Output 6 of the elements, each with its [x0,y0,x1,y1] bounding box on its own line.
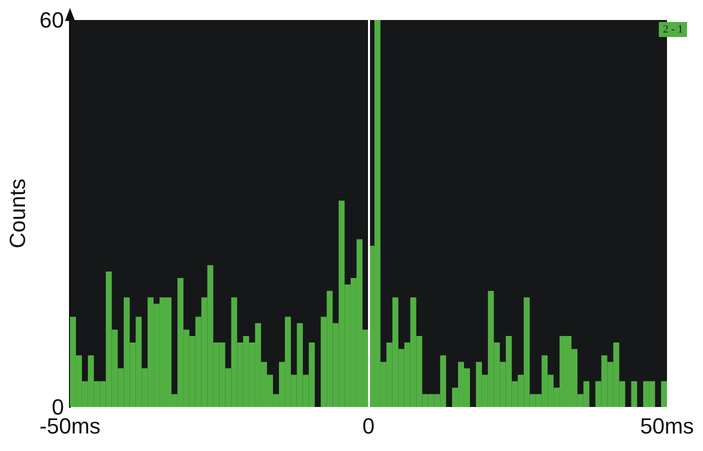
annotation: 2 - 1 [662,24,684,36]
x-tick-label: 0 [362,414,375,438]
y-tick-label: 60 [40,8,64,32]
x-tick-label: -50ms [39,414,101,438]
y-axis-title: Counts [5,178,30,248]
x-tick-label: 50ms [640,414,694,438]
